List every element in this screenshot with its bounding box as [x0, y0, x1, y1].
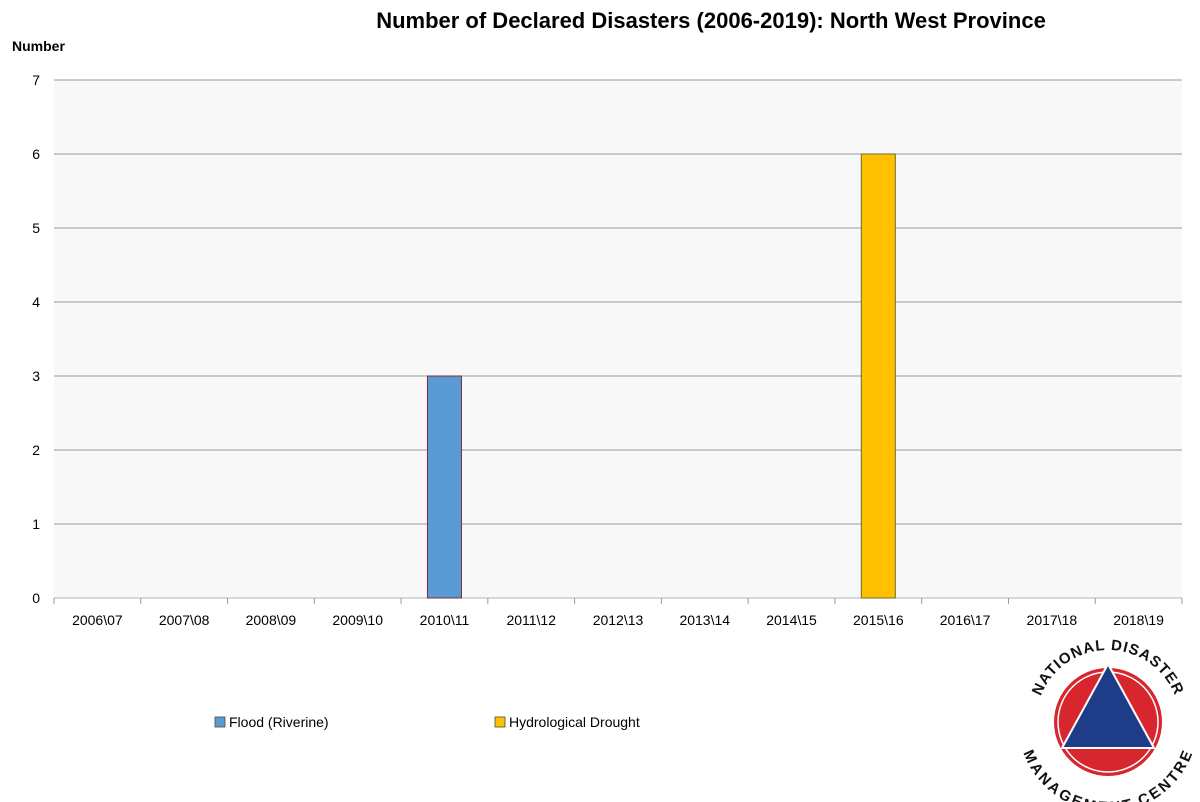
x-tick-label: 2011\12: [506, 612, 556, 628]
x-axis-ticks: 2006\07 2007\08 2008\09 2009\10 2010\11 2011\…: [53, 598, 1183, 628]
x-tick-label: 2015\16: [853, 612, 904, 628]
bar-flood-4: [426, 375, 462, 599]
y-axis-label: Number: [12, 38, 65, 54]
x-tick-label: 2018\19: [1113, 612, 1164, 628]
bars: [426, 153, 896, 599]
legend-label-flood: Flood (Riverine): [229, 714, 329, 730]
legend: Flood (Riverine) Hydrological Drought: [214, 714, 640, 730]
x-tick-label: 2016\17: [940, 612, 991, 628]
logo-triangle-icon: [1060, 661, 1156, 749]
y-tick-label: 4: [32, 294, 40, 310]
x-tick-label: 2010\11: [420, 612, 470, 628]
legend-swatch-drought: [494, 716, 506, 728]
legend-label-drought: Hydrological Drought: [509, 714, 640, 730]
bar-drought-9: [860, 153, 896, 599]
y-tick-label: 0: [32, 590, 40, 606]
legend-swatch-flood: [214, 716, 226, 728]
y-tick-label: 6: [32, 146, 40, 162]
x-tick-label: 2014\15: [766, 612, 817, 628]
x-tick-label: 2009\10: [332, 612, 383, 628]
x-tick-label: 2013\14: [679, 612, 730, 628]
y-tick-label: 2: [32, 442, 40, 458]
x-tick-label: 2006\07: [72, 612, 123, 628]
y-tick-label: 3: [32, 368, 40, 384]
x-tick-label: 2012\13: [593, 612, 644, 628]
y-tick-label: 5: [32, 220, 40, 236]
x-tick-label: 2008\09: [246, 612, 297, 628]
x-tick-label: 2007\08: [159, 612, 210, 628]
y-tick-label: 1: [32, 516, 40, 532]
chart-title: Number of Declared Disasters (2006-2019)…: [376, 8, 1046, 33]
x-tick-label: 2017\18: [1027, 612, 1078, 628]
y-axis-ticks: 0 1 2 3 4 5 6 7: [32, 72, 40, 606]
plot-area: [54, 80, 1182, 598]
ndmc-logo: NATIONAL DISASTER MANAGEMENT CENTRE: [1020, 637, 1196, 802]
y-tick-label: 7: [32, 72, 40, 88]
gridlines: [54, 79, 1182, 599]
